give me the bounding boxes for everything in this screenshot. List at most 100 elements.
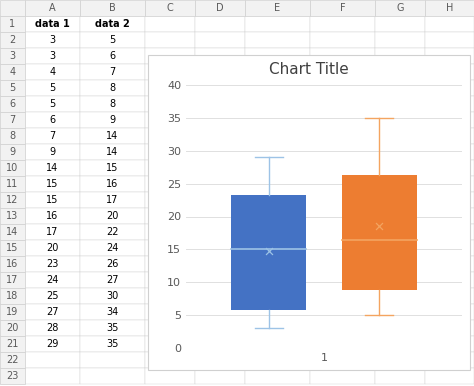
- Bar: [0, 368, 25, 384]
- Bar: [310, 32, 375, 48]
- Bar: [310, 304, 375, 320]
- Bar: [310, 64, 375, 80]
- Text: 29: 29: [46, 339, 59, 349]
- Bar: [25, 176, 80, 192]
- Text: data 2: data 2: [95, 19, 130, 29]
- Bar: [80, 240, 145, 256]
- Text: 12: 12: [6, 195, 18, 205]
- Bar: [0, 112, 25, 128]
- Bar: [310, 288, 375, 304]
- Bar: [375, 304, 425, 320]
- Text: 5: 5: [9, 83, 16, 93]
- Text: 30: 30: [106, 291, 118, 301]
- Bar: [145, 352, 195, 368]
- Bar: [310, 352, 375, 368]
- Bar: [0, 48, 25, 64]
- Bar: [425, 176, 474, 192]
- Bar: [145, 32, 195, 48]
- Bar: [195, 304, 245, 320]
- Bar: [80, 368, 145, 384]
- Bar: [0, 64, 25, 80]
- Text: 7: 7: [109, 67, 116, 77]
- Bar: [245, 64, 310, 80]
- Bar: [80, 16, 145, 32]
- Bar: [0, 336, 25, 352]
- Text: 14: 14: [106, 147, 118, 157]
- Bar: [25, 144, 80, 160]
- Bar: [0, 288, 25, 304]
- Bar: [231, 195, 306, 310]
- Bar: [80, 352, 145, 368]
- Bar: [375, 144, 425, 160]
- Bar: [80, 272, 145, 288]
- Bar: [0, 96, 25, 112]
- Bar: [310, 112, 375, 128]
- Text: 16: 16: [6, 259, 18, 269]
- Bar: [80, 128, 145, 144]
- Text: 24: 24: [106, 243, 118, 253]
- Text: 17: 17: [6, 275, 18, 285]
- Text: 4: 4: [49, 67, 55, 77]
- Bar: [145, 112, 195, 128]
- Bar: [80, 304, 145, 320]
- Text: 20: 20: [106, 211, 118, 221]
- Bar: [245, 16, 310, 32]
- Bar: [80, 176, 145, 192]
- Bar: [195, 144, 245, 160]
- Bar: [80, 336, 145, 352]
- Bar: [80, 48, 145, 64]
- Bar: [80, 64, 145, 80]
- Bar: [0, 240, 25, 256]
- Bar: [425, 288, 474, 304]
- Bar: [310, 128, 375, 144]
- Text: 8: 8: [109, 83, 116, 93]
- Bar: [0, 256, 25, 272]
- Bar: [425, 112, 474, 128]
- Text: 3: 3: [49, 35, 55, 45]
- Text: 14: 14: [46, 163, 59, 173]
- Bar: [245, 0, 310, 16]
- Text: 22: 22: [106, 227, 119, 237]
- Text: 7: 7: [9, 115, 16, 125]
- Bar: [0, 288, 25, 304]
- Bar: [245, 144, 310, 160]
- Bar: [25, 272, 80, 288]
- Bar: [0, 304, 25, 320]
- Bar: [425, 0, 474, 16]
- Bar: [0, 176, 25, 192]
- Bar: [375, 64, 425, 80]
- Text: B: B: [109, 3, 116, 13]
- Text: E: E: [274, 3, 281, 13]
- Bar: [425, 208, 474, 224]
- Bar: [0, 160, 25, 176]
- Bar: [0, 352, 25, 368]
- Text: 9: 9: [109, 115, 116, 125]
- Text: 5: 5: [49, 83, 55, 93]
- Bar: [375, 128, 425, 144]
- Point: [375, 223, 383, 229]
- Bar: [375, 320, 425, 336]
- Bar: [195, 48, 245, 64]
- Bar: [375, 48, 425, 64]
- Bar: [375, 80, 425, 96]
- Bar: [0, 208, 25, 224]
- Bar: [245, 288, 310, 304]
- Bar: [145, 96, 195, 112]
- Bar: [0, 192, 25, 208]
- Bar: [25, 304, 80, 320]
- Text: 8: 8: [9, 131, 16, 141]
- Bar: [25, 128, 80, 144]
- Bar: [310, 160, 375, 176]
- Bar: [145, 368, 195, 384]
- Text: 11: 11: [6, 179, 18, 189]
- Bar: [310, 192, 375, 208]
- Bar: [245, 272, 310, 288]
- Text: 10: 10: [6, 163, 18, 173]
- Bar: [195, 224, 245, 240]
- Bar: [0, 240, 25, 256]
- Bar: [0, 80, 25, 96]
- Bar: [25, 0, 80, 16]
- Bar: [25, 208, 80, 224]
- Bar: [0, 192, 25, 208]
- Text: 3: 3: [9, 51, 16, 61]
